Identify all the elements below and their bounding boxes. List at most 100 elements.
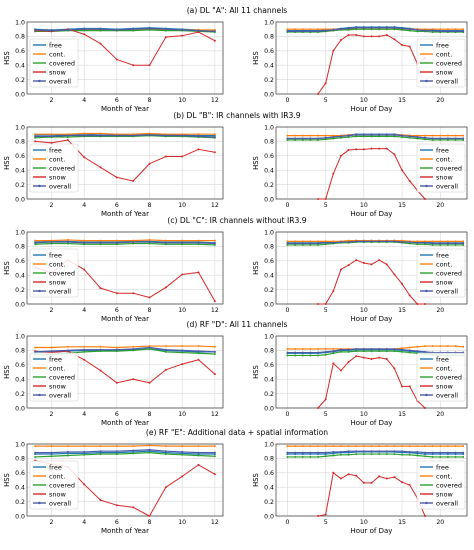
series-line-free (35, 240, 215, 244)
data-point-cont (50, 133, 53, 136)
data-point-overall (401, 348, 404, 351)
legend-marker (38, 184, 41, 188)
legend-entry: cont. (49, 260, 65, 268)
data-point-cont (446, 28, 449, 31)
data-point-covered (347, 28, 350, 31)
legend-entry: free (436, 463, 449, 471)
data-point-covered (408, 242, 411, 245)
data-point-free (446, 453, 449, 456)
data-point-cont (115, 346, 118, 349)
data-point-overall (339, 135, 342, 138)
legend-marker (38, 79, 41, 83)
data-point-cont (301, 347, 304, 350)
data-point-covered (197, 243, 200, 246)
y-tick-label: 0.2 (264, 499, 274, 506)
x-tick-label: 15 (398, 97, 406, 104)
legend-box (29, 248, 79, 298)
data-point-overall (132, 28, 135, 31)
data-point-overall (286, 351, 289, 354)
data-point-overall (197, 451, 200, 454)
legend-entry: overall (49, 499, 71, 507)
y-tick-label: 0.0 (264, 405, 274, 412)
data-point-covered (431, 138, 434, 141)
data-point-snow (34, 140, 37, 143)
data-point-covered (301, 138, 304, 141)
data-point-covered (309, 354, 312, 357)
data-point-covered (393, 28, 396, 31)
data-point-cont (416, 134, 419, 137)
legend-entry: free (49, 355, 62, 363)
data-point-snow (370, 147, 373, 150)
data-point-cont (115, 239, 118, 242)
legend-box (416, 460, 466, 510)
data-point-overall (34, 28, 37, 31)
data-point-cont (34, 239, 37, 242)
data-point-cont (181, 345, 184, 348)
y-tick-label: 1.0 (264, 19, 274, 26)
data-point-overall (301, 30, 304, 33)
data-point-overall (66, 134, 69, 137)
data-point-covered (181, 453, 184, 456)
data-point-covered (148, 451, 151, 454)
data-point-covered (454, 455, 457, 458)
data-point-covered (355, 350, 358, 353)
legend-entry: overall (436, 182, 458, 190)
data-point-overall (401, 450, 404, 453)
panel-title: (d) RF "D": All 11 channels (187, 320, 288, 329)
data-point-snow (408, 294, 411, 297)
panel-title: (b) DL "B": IR channels with IR3.9 (173, 111, 300, 120)
data-point-covered (317, 354, 320, 357)
y-axis-label: HSS (3, 51, 11, 65)
data-point-overall (355, 450, 358, 453)
data-point-snow (416, 303, 419, 305)
axes-frame (26, 231, 224, 305)
data-point-covered (462, 455, 465, 458)
legend-entry: free (436, 251, 449, 259)
legend-entry: free (436, 41, 449, 49)
data-point-overall (286, 137, 289, 140)
x-tick-label: 10 (360, 411, 368, 418)
y-axis-label: HSS (252, 156, 260, 170)
axes-frame (275, 126, 468, 200)
legend-entry: covered (49, 481, 75, 489)
data-point-snow (132, 506, 135, 509)
y-tick-label: 0.8 (264, 34, 274, 41)
data-point-covered (416, 243, 419, 246)
month-subplot: 0.0 0.2 0.4 0.6 0.8 1.0 2 4 6 8 10 12 HSS Month of Ye… (3, 441, 224, 535)
series-line-overall (287, 240, 464, 245)
data-point-cont (66, 345, 69, 348)
data-point-overall (385, 133, 388, 136)
data-point-cont (66, 238, 69, 241)
data-point-cont (294, 28, 297, 31)
legend-entry: covered (49, 59, 75, 67)
data-point-overall (393, 26, 396, 29)
data-point-snow (401, 385, 404, 388)
legend-marker (425, 393, 428, 397)
data-point-cont (324, 347, 327, 350)
data-point-cont (294, 347, 297, 350)
data-point-free (301, 453, 304, 456)
data-point-overall (164, 241, 167, 244)
data-point-overall (339, 450, 342, 453)
data-point-overall (34, 350, 37, 353)
data-point-snow (378, 475, 381, 478)
data-point-overall (362, 450, 365, 453)
data-point-overall (301, 351, 304, 354)
data-point-cont (83, 239, 86, 242)
data-point-overall (294, 351, 297, 354)
data-point-cont (115, 133, 118, 136)
series-line-snow (317, 472, 426, 517)
data-point-covered (286, 243, 289, 246)
data-point-snow (385, 33, 388, 36)
data-point-overall (370, 450, 373, 453)
data-point-overall (332, 450, 335, 453)
data-point-cont (197, 445, 200, 448)
series-line-overall (287, 348, 464, 354)
hour-subplot: 0.0 0.2 0.4 0.6 0.8 1.0 0 5 10 15 20 HSS Hour of Day… (252, 333, 468, 427)
legend-entry: free (49, 251, 62, 259)
data-point-snow (339, 39, 342, 41)
data-point-overall (332, 241, 335, 244)
